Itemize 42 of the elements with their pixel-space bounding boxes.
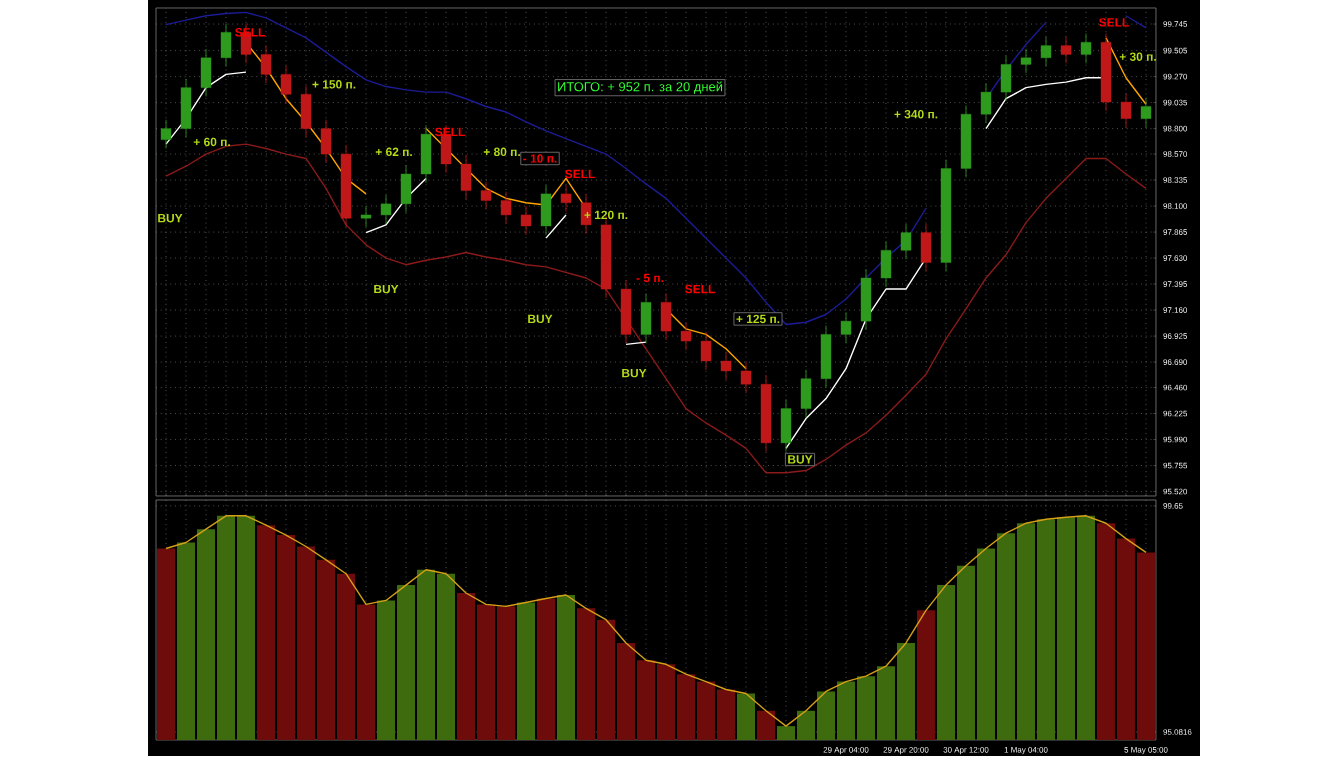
candlestick	[420, 124, 432, 183]
candlestick	[320, 118, 332, 163]
candlestick	[500, 190, 512, 224]
candlestick	[180, 77, 192, 138]
candlestick	[540, 184, 552, 235]
candlestick	[460, 154, 472, 200]
candlestick	[200, 48, 212, 97]
candlestick	[980, 82, 992, 124]
candlestick	[300, 84, 312, 138]
candlestick	[580, 193, 592, 234]
candlestick	[780, 398, 792, 452]
candlestick	[520, 205, 532, 235]
candlestick	[220, 22, 232, 67]
candlestick	[400, 164, 412, 213]
candlestick	[820, 324, 832, 388]
candlestick	[640, 292, 652, 344]
candlestick	[560, 184, 572, 212]
candlestick	[360, 205, 372, 228]
candlestick	[740, 361, 752, 394]
candlestick	[880, 240, 892, 287]
candlestick	[700, 331, 712, 370]
candlestick	[680, 321, 692, 350]
candlestick	[860, 268, 872, 330]
candlestick	[720, 351, 732, 380]
candlestick	[480, 180, 492, 210]
candlestick	[1060, 35, 1072, 64]
candlestick	[1020, 48, 1032, 74]
candlestick	[280, 64, 292, 104]
candlestick	[900, 222, 912, 260]
candlestick	[380, 194, 392, 224]
candlestick	[620, 279, 632, 344]
candlestick	[1120, 92, 1132, 128]
candlestick	[1140, 96, 1152, 128]
candlestick	[920, 222, 932, 272]
candlestick	[800, 368, 812, 418]
candlestick	[660, 292, 672, 340]
candlestick	[260, 44, 272, 84]
candlestick	[840, 311, 852, 344]
candlestick	[160, 118, 172, 149]
candlestick	[1000, 54, 1012, 101]
candlestick	[1080, 32, 1092, 64]
candlestick	[1040, 35, 1052, 67]
